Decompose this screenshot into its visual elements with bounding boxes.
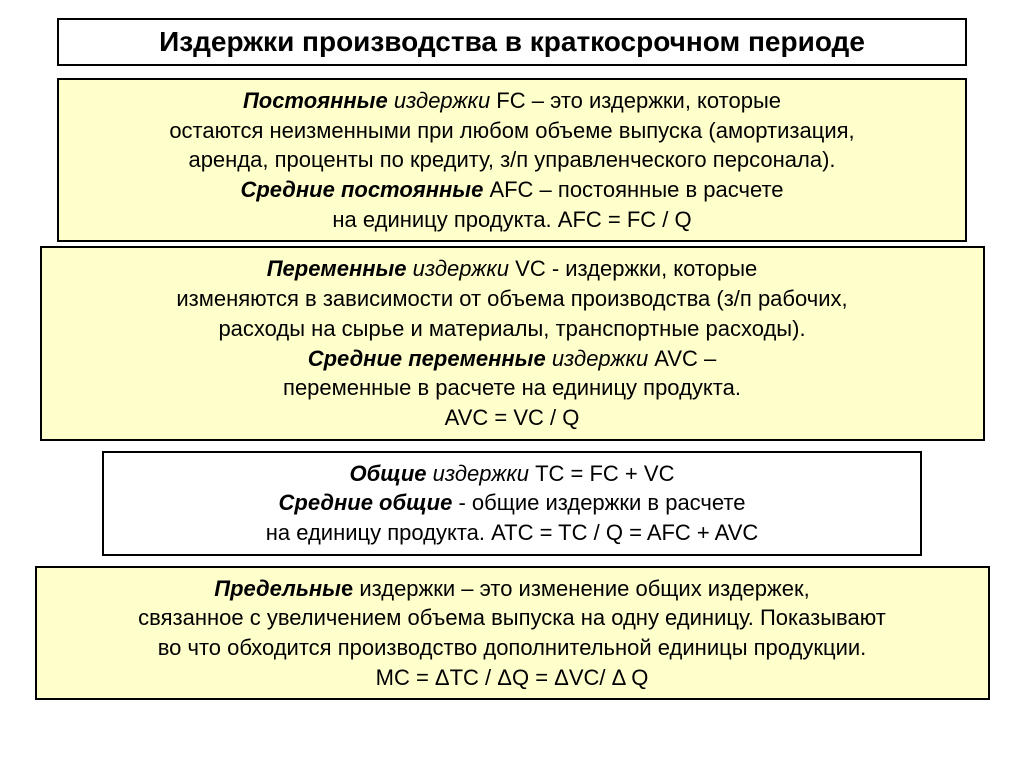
- vc-l1-i: издержки: [407, 256, 509, 281]
- vc-line3: расходы на сырье и материалы, транспортн…: [54, 314, 971, 344]
- vc-l1-bi: Переменные: [267, 256, 407, 281]
- vc-line1: Переменные издержки VC - издержки, котор…: [54, 254, 971, 284]
- tc-l2-r: - общие издержки в расчете: [452, 490, 745, 515]
- fc-l1-r: FC – это издержки, которые: [490, 88, 781, 113]
- vc-line6: AVC = VC / Q: [54, 403, 971, 433]
- mc-line2: связанное с увеличением объема выпуска н…: [49, 603, 976, 633]
- fc-line1: Постоянные издержки FC – это издержки, к…: [71, 86, 953, 116]
- box-marginal-costs: Предельные издержки – это изменение общи…: [35, 566, 990, 701]
- slide-title: Издержки производства в краткосрочном пе…: [57, 18, 967, 66]
- mc-l1-b: е: [341, 576, 353, 601]
- vc-line4: Средние переменные издержки AVC –: [54, 344, 971, 374]
- title-text: Издержки производства в краткосрочном пе…: [159, 26, 865, 57]
- fc-l4-r: AFC – постоянные в расчете: [483, 177, 783, 202]
- vc-l4-i: издержки: [546, 346, 648, 371]
- fc-l4-bi: Средние постоянные: [240, 177, 483, 202]
- fc-l1-bi: Постоянные: [243, 88, 388, 113]
- fc-line2: остаются неизменными при любом объеме вы…: [71, 116, 953, 146]
- tc-line1: Общие издержки TC = FC + VC: [116, 459, 908, 489]
- mc-line4: MC = ΔTC / ΔQ = ΔVC/ Δ Q: [49, 663, 976, 693]
- vc-l4-bi: Средние переменные: [308, 346, 546, 371]
- tc-l1-bi: Общие: [350, 461, 427, 486]
- tc-l2-bi: Средние общие: [279, 490, 453, 515]
- vc-l1-r: VC - издержки, которые: [509, 256, 757, 281]
- tc-l1-i: издержки: [427, 461, 529, 486]
- box-variable-costs: Переменные издержки VC - издержки, котор…: [40, 246, 985, 440]
- tc-line2: Средние общие - общие издержки в расчете: [116, 488, 908, 518]
- mc-line3: во что обходится производство дополнител…: [49, 633, 976, 663]
- slide-container: Издержки производства в краткосрочном пе…: [0, 0, 1024, 718]
- tc-line3: на единицу продукта. ATC = TC / Q = AFC …: [116, 518, 908, 548]
- fc-line4: Средние постоянные AFC – постоянные в ра…: [71, 175, 953, 205]
- box-total-costs: Общие издержки TC = FC + VC Средние общи…: [102, 451, 922, 556]
- mc-l1-bi: Предельны: [214, 576, 341, 601]
- vc-line2: изменяются в зависимости от объема произ…: [54, 284, 971, 314]
- fc-l1-i: издержки: [388, 88, 490, 113]
- mc-l1-r: издержки – это изменение общих издержек,: [353, 576, 809, 601]
- vc-line5: переменные в расчете на единицу продукта…: [54, 373, 971, 403]
- fc-line3: аренда, проценты по кредиту, з/п управле…: [71, 145, 953, 175]
- fc-line5: на единицу продукта. AFC = FC / Q: [71, 205, 953, 235]
- mc-line1: Предельные издержки – это изменение общи…: [49, 574, 976, 604]
- tc-l1-r: TC = FC + VC: [529, 461, 674, 486]
- box-fixed-costs: Постоянные издержки FC – это издержки, к…: [57, 78, 967, 242]
- vc-l4-r: AVC –: [648, 346, 716, 371]
